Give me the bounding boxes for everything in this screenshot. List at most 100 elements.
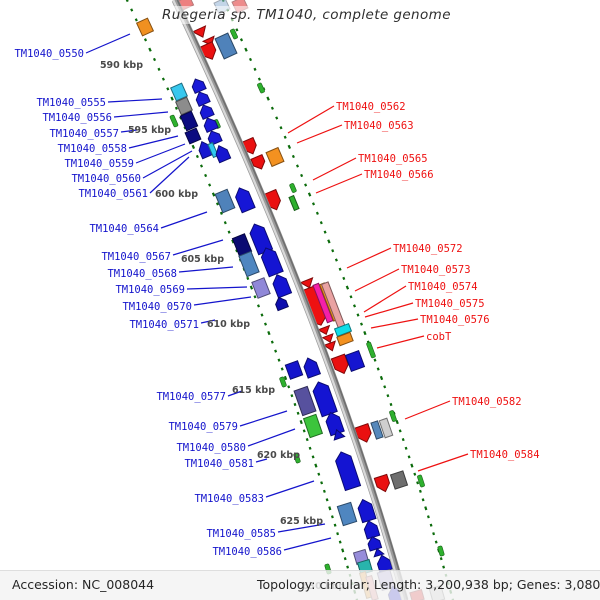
gene-glyph[interactable] [214,188,236,214]
gene-glyph[interactable] [333,449,362,492]
gene-glyph[interactable] [389,470,409,490]
gene-label[interactable]: TM1040_0567 [101,251,171,263]
gene-glyph[interactable] [274,295,289,312]
gene-glyph[interactable] [330,353,350,376]
ruler-dot [333,523,337,527]
gene-label[interactable]: TM1040_0568 [107,268,177,280]
gene-label[interactable]: TM1040_0561 [78,188,148,200]
gene-label[interactable]: TM1040_0556 [42,112,112,124]
gene-label[interactable]: cobT [426,331,452,343]
gene-glyph[interactable] [331,428,346,441]
gene-glyph[interactable] [135,17,155,37]
rna-gene-dash[interactable] [257,82,265,94]
gene-glyph[interactable] [259,245,284,278]
gene-glyph[interactable] [194,90,211,108]
rna-gene-dash[interactable] [366,341,376,359]
gene-glyph[interactable] [321,332,336,344]
gene-glyph[interactable] [184,127,202,145]
gene-label[interactable]: TM1040_0555 [36,97,106,109]
ruler-dot [307,192,312,197]
gene-label[interactable]: TM1040_0560 [71,173,141,185]
leader-line [239,410,288,427]
ruler-dot [413,472,417,476]
gene-label[interactable]: TM1040_0579 [168,421,238,433]
gene-label[interactable]: TM1040_0580 [176,442,246,454]
gene-label[interactable]: TM1040_0570 [122,301,192,313]
ruler-dot [373,358,377,362]
gene-glyph[interactable] [198,103,215,121]
rna-gene-dash[interactable] [293,452,301,464]
gene-glyph[interactable] [190,77,207,95]
gene-glyph[interactable] [214,32,238,60]
gene-label[interactable]: TM1040_0575 [415,298,485,310]
gene-glyph[interactable] [322,340,338,353]
gene-glyph[interactable] [238,250,260,278]
gene-glyph[interactable] [170,82,188,102]
ruler-label: 605 kbp [181,254,224,265]
rna-gene-dash[interactable] [417,474,425,488]
gene-label[interactable]: TM1040_0583 [194,493,264,505]
gene-label[interactable]: TM1040_0577 [156,391,226,403]
gene-glyph[interactable] [250,154,267,172]
gene-label[interactable]: TM1040_0572 [393,243,463,255]
gene-glyph[interactable] [344,349,366,373]
ruler-dot [300,173,304,178]
gene-glyph[interactable] [316,324,332,337]
gene-glyph[interactable] [372,547,385,558]
gene-glyph[interactable] [270,272,293,299]
rna-gene-dash[interactable] [169,114,179,128]
rna-gene-dash[interactable] [279,376,287,388]
gene-glyph[interactable] [378,417,394,439]
gene-label[interactable]: TM1040_0584 [470,449,540,461]
gene-glyph[interactable] [299,277,315,290]
rna-gene-dash[interactable] [437,545,445,557]
ruler-dot [253,295,257,299]
gene-label[interactable]: TM1040_0582 [452,396,522,408]
gene-label[interactable]: TM1040_0585 [206,528,276,540]
gene-label[interactable]: TM1040_0558 [57,143,127,155]
gene-label[interactable]: TM1040_0564 [89,223,159,235]
gene-glyph[interactable] [288,194,300,212]
gene-glyph[interactable] [293,385,317,417]
gene-label[interactable]: TM1040_0581 [184,458,254,470]
gene-label[interactable]: TM1040_0550 [14,48,84,60]
gene-glyph[interactable] [213,143,232,164]
gene-glyph[interactable] [366,535,383,552]
gene-glyph[interactable] [179,110,199,132]
gene-label[interactable]: TM1040_0557 [49,128,119,140]
leader-line [186,286,248,290]
gene-glyph[interactable] [336,331,354,347]
gene-glyph[interactable] [265,146,285,168]
rna-gene-dash[interactable] [289,183,297,193]
gene-label[interactable]: TM1040_0571 [129,319,199,331]
gene-label[interactable]: TM1040_0573 [401,264,471,276]
gene-glyph[interactable] [356,497,377,524]
gene-label[interactable]: TM1040_0586 [212,546,282,558]
gene-label[interactable]: TM1040_0562 [336,101,406,113]
gene-label[interactable]: TM1040_0569 [115,284,185,296]
gene-label[interactable]: TM1040_0576 [420,314,490,326]
rna-gene-dash[interactable] [230,28,238,40]
gene-glyph[interactable] [302,413,324,439]
gene-label[interactable]: TM1040_0574 [408,281,478,293]
gene-glyph[interactable] [284,360,304,380]
gene-glyph[interactable] [336,501,358,527]
gene-label[interactable]: TM1040_0566 [364,169,434,181]
leader-line [193,296,252,306]
gene-glyph[interactable] [191,25,209,40]
gene-glyph[interactable] [202,116,219,134]
gene-glyph[interactable] [373,473,391,493]
gene-glyph[interactable] [370,420,384,440]
gene-glyph[interactable] [175,96,193,116]
ruler-dot [389,402,393,407]
gene-glyph[interactable] [251,277,271,299]
gene-glyph[interactable] [233,185,256,214]
gene-label[interactable]: TM1040_0563 [344,120,414,132]
gene-glyph[interactable] [333,322,353,338]
gene-label[interactable]: TM1040_0559 [64,158,134,170]
gene-label[interactable]: TM1040_0565 [358,153,428,165]
gene-glyph[interactable] [206,129,223,147]
gene-glyph[interactable] [302,356,322,379]
gene-glyph[interactable] [231,233,253,257]
rna-gene-dash[interactable] [389,410,397,422]
